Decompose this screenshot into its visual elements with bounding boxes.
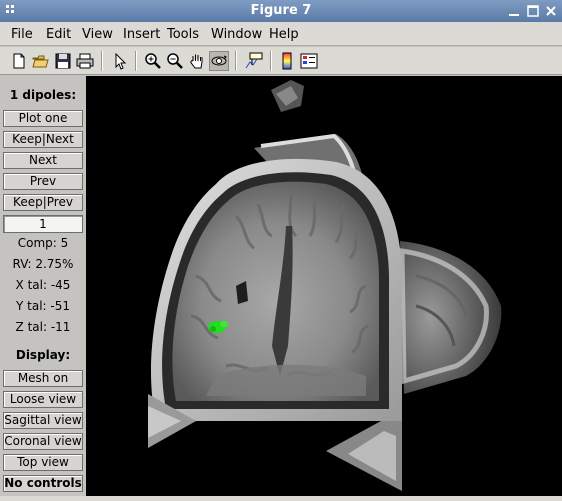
no-controls-button[interactable]: No controls: [3, 475, 83, 492]
menu-window[interactable]: Window: [211, 27, 263, 42]
prev-button[interactable]: Prev: [3, 173, 83, 190]
dipole-count-label: 1 dipoles:: [9, 88, 77, 102]
dipole-control-panel: 1 dipoles: Plot one Keep|Next Next Prev …: [0, 76, 86, 496]
x-tal-label: X tal: -45: [15, 278, 71, 292]
zoom-in-icon[interactable]: [143, 51, 163, 71]
menu-help[interactable]: Help: [269, 27, 299, 42]
toolbar-separator: [135, 51, 137, 71]
window-bottom-edge: [0, 496, 562, 501]
comp-label: Comp: 5: [17, 236, 69, 250]
mri-slices-render: [148, 80, 502, 491]
top-view-button[interactable]: Top view: [3, 454, 83, 471]
legend-icon[interactable]: [299, 51, 319, 71]
display-label: Display:: [15, 348, 71, 362]
coronal-view-button[interactable]: Coronal view: [3, 433, 83, 450]
data-cursor-icon[interactable]: [244, 51, 264, 71]
sagittal-view-button[interactable]: Sagittal view: [3, 412, 83, 429]
window-title: Figure 7: [250, 3, 312, 18]
next-button[interactable]: Next: [3, 152, 83, 169]
title-bar: Figure 7: [0, 0, 562, 22]
close-icon[interactable]: [543, 3, 559, 19]
colorbar-icon[interactable]: [277, 51, 297, 71]
menu-bar: File Edit View Insert Tools Window Help: [0, 22, 562, 46]
toolbar-separator: [235, 51, 237, 71]
menu-view[interactable]: View: [82, 27, 113, 42]
mesh-on-button[interactable]: Mesh on: [3, 370, 83, 387]
menu-insert[interactable]: Insert: [123, 27, 161, 42]
rv-label: RV: 2.75%: [12, 257, 74, 271]
save-icon[interactable]: [53, 51, 73, 71]
mri-3d-axes[interactable]: [86, 76, 562, 496]
menu-tools[interactable]: Tools: [167, 27, 200, 42]
toolbar-separator: [270, 51, 272, 71]
select-arrow-icon[interactable]: [110, 51, 130, 71]
minimize-icon[interactable]: [506, 3, 522, 19]
keep-next-button[interactable]: Keep|Next: [3, 131, 83, 148]
window-menu-icon[interactable]: [6, 5, 18, 17]
menu-file[interactable]: File: [11, 27, 33, 42]
toolbar: [0, 47, 562, 75]
rotate-3d-icon[interactable]: [209, 51, 229, 71]
axial-slice-brain: [172, 181, 379, 401]
plot-one-button[interactable]: Plot one: [3, 110, 83, 127]
menu-edit[interactable]: Edit: [46, 27, 72, 42]
new-figure-icon[interactable]: [9, 51, 29, 71]
z-tal-label: Z tal: -11: [15, 320, 71, 334]
keep-prev-button[interactable]: Keep|Prev: [3, 194, 83, 211]
loose-view-button[interactable]: Loose view: [3, 391, 83, 408]
pan-hand-icon[interactable]: [187, 51, 207, 71]
toolbar-separator: [101, 51, 103, 71]
maximize-icon[interactable]: [525, 3, 541, 19]
dipole-marker: [208, 321, 228, 333]
y-tal-label: Y tal: -51: [16, 299, 70, 313]
ventricle: [272, 226, 293, 376]
open-file-icon[interactable]: [31, 51, 51, 71]
zoom-out-icon[interactable]: [165, 51, 185, 71]
print-icon[interactable]: [75, 51, 95, 71]
dipole-index-field[interactable]: 1: [3, 215, 83, 233]
